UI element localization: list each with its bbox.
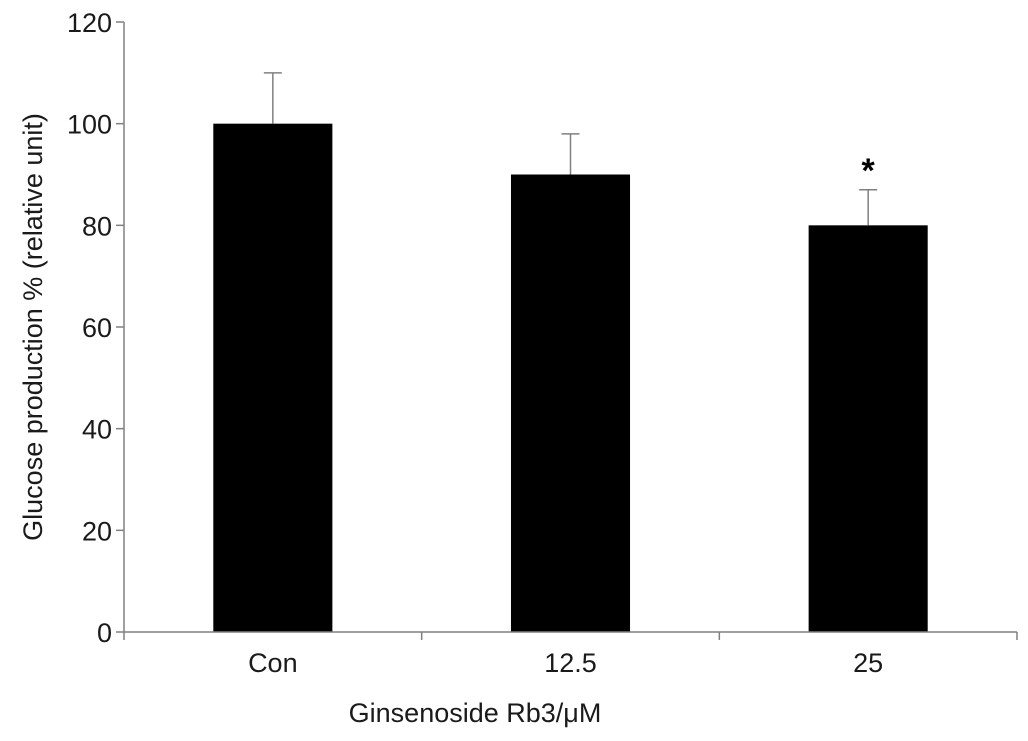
y-tick-label: 0 [97, 618, 112, 648]
y-tick-label: 120 [67, 8, 112, 38]
x-axis-ticks: Con 12.5 25 [123, 632, 1018, 678]
y-axis-ticks: 0 20 40 60 80 100 120 [67, 8, 124, 648]
x-tick-label: 25 [853, 648, 883, 678]
bars [213, 123, 928, 633]
bar-Con [213, 123, 333, 633]
y-tick-label: 100 [67, 110, 112, 140]
y-tick-label: 60 [82, 313, 112, 343]
y-tick-label: 20 [82, 516, 112, 546]
y-tick-label: 40 [82, 415, 112, 445]
y-axis-title: Glucose production % (relative unit) [18, 113, 48, 541]
bar-12.5 [510, 174, 631, 632]
x-tick-label: 12.5 [544, 648, 597, 678]
y-tick-label: 80 [82, 211, 112, 241]
x-tick-label: Con [248, 648, 298, 678]
x-axis-title: Ginsenoside Rb3/μM [349, 698, 602, 728]
bar-25 [808, 225, 928, 633]
error-bars [263, 72, 878, 226]
annotations: * [862, 152, 876, 190]
significance-marker: * [862, 152, 876, 190]
